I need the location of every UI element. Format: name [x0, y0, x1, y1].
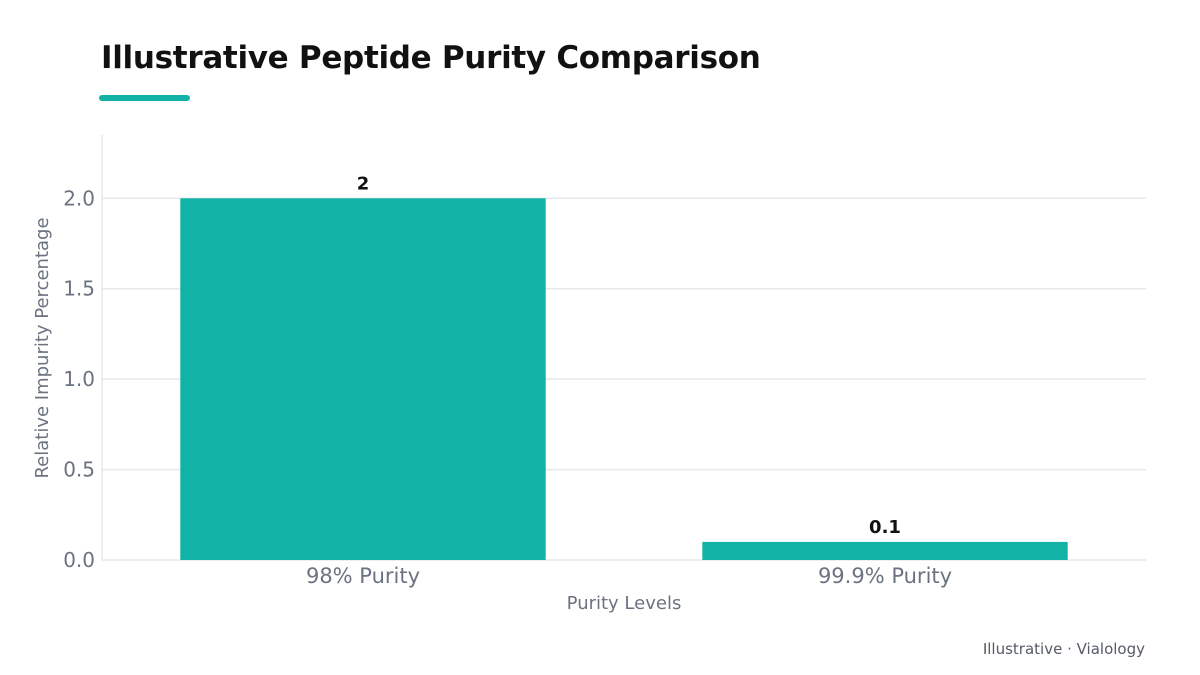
- y-tick-label: 0.5: [63, 458, 95, 482]
- y-tick-label: 1.0: [63, 367, 95, 391]
- y-tick-label: 1.5: [63, 277, 95, 301]
- category-label: 99.9% Purity: [818, 564, 952, 588]
- data-labels: 20.1: [357, 173, 901, 538]
- footer-credit: Illustrative · Vialology: [982, 640, 1145, 658]
- bar: [180, 198, 546, 561]
- y-tick-label: 0.0: [63, 548, 95, 572]
- title-underline: [99, 95, 190, 101]
- bar: [702, 541, 1068, 560]
- chart-title: Illustrative Peptide Purity Comparison: [101, 40, 761, 76]
- y-tick-label: 2.0: [63, 186, 95, 210]
- x-axis-title: Purity Levels: [567, 593, 682, 614]
- category-label: 98% Purity: [306, 564, 420, 588]
- data-label: 0.1: [869, 517, 901, 538]
- y-axis-title: Relative Impurity Percentage: [32, 217, 53, 478]
- bars: [180, 198, 1068, 561]
- y-tick-labels: 0.0 0.5 1.0 1.5 2.0: [63, 186, 95, 572]
- category-labels: 98% Purity 99.9% Purity: [306, 564, 952, 588]
- data-label: 2: [357, 173, 370, 194]
